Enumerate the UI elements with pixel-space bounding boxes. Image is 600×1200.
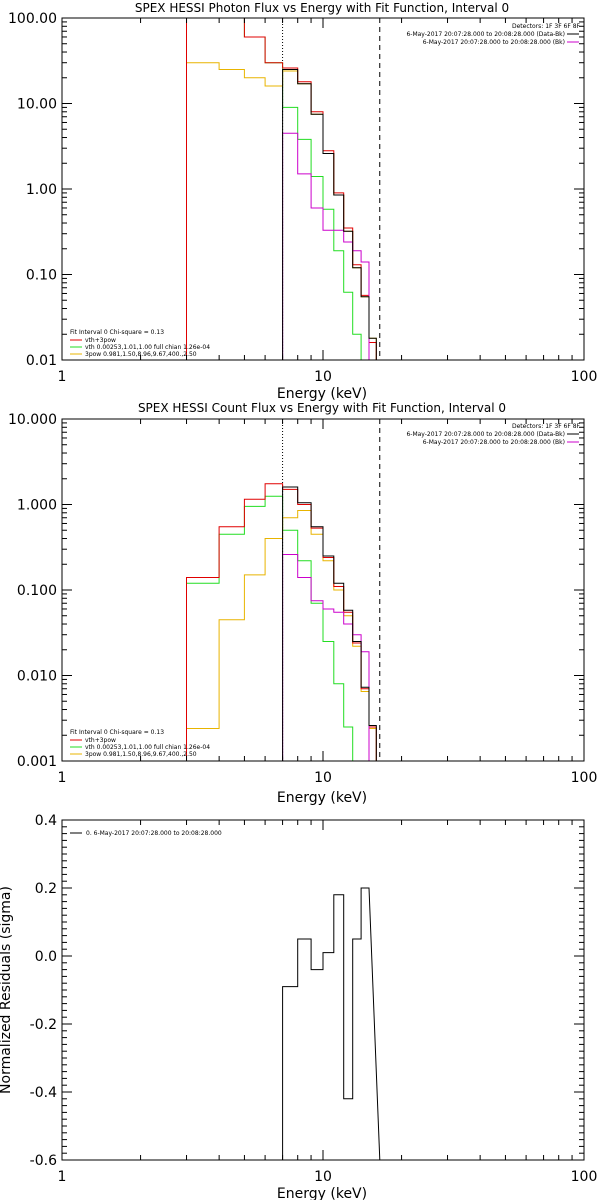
x-tick-label: 100 [571,369,598,385]
y-tick-label: 1.000 [17,498,57,514]
y-tick-label: 0.01 [26,353,57,369]
x-tick-label: 1 [58,770,67,786]
y-axis-label: Normalized Residuals (sigma) [0,886,14,1094]
panel-count-flux: SPEX HESSI Count Flux vs Energy with Fit… [8,401,597,806]
y-tick-label: 0.2 [35,881,57,897]
x-tick-label: 1 [58,369,67,385]
legend-right: Detectors: 1F 3F 6F 8F 6-May-2017 20:07:… [406,423,580,446]
axis-ticks [62,820,584,1160]
axis-ticks [62,18,584,360]
legend-vth-label: vth 0.00253,1.01,1.00 full chian 1.26e-0… [85,744,210,751]
legend-vth-label: vth 0.00253,1.01,1.00 full chian 1.26e-0… [85,344,210,351]
legend-vth3pow-label: vth+3pow [85,737,116,744]
series-line-2 [186,17,377,360]
y-tick-label: 1.00 [26,182,57,198]
y-tick-label: -0.2 [30,1017,57,1033]
x-tick-label: 100 [571,1169,598,1185]
plot-frame [61,418,585,762]
x-tick-labels: 1 10 100 [58,1169,598,1185]
y-tick-label: 10.00 [17,97,57,113]
x-tick-labels: 1 10 100 [58,369,598,385]
legend-3pow-label: 3pow 0.981,1.50,8.96,9.67,400.,2.50 [85,751,197,758]
series-line-3 [186,17,362,360]
plot-area [186,419,381,761]
legend-data-bk-label: 6-May-2017 20:07:28.000 to 20:08:28.000 … [406,431,565,438]
axis-ticks [62,419,584,761]
legend-left: Fit Interval 0 Chi-square = 0.13 vth+3po… [70,729,210,758]
legend-data-bk-label: 6-May-2017 20:07:28.000 to 20:08:28.000 … [406,31,565,38]
series-line-0 [282,486,377,761]
plot-area [186,17,381,360]
y-tick-label: 0.001 [17,754,57,770]
y-tick-label: -0.4 [30,1085,57,1101]
x-tick-labels: 1 10 100 [58,770,598,786]
panel-photon-flux: SPEX HESSI Photon Flux vs Energy with Fi… [8,1,597,402]
y-tick-label: 0.100 [17,583,57,599]
y-tick-label: 10.000 [8,412,57,428]
y-tick-label: 0.4 [35,813,57,829]
chart-title: SPEX HESSI Count Flux vs Energy with Fit… [138,401,506,415]
y-tick-label: 100.00 [8,11,57,27]
plot-area [282,887,381,1161]
legend-fit-info: Fit Interval 0 Chi-square = 0.13 [70,329,164,336]
x-axis-label: Energy (keV) [277,790,367,806]
legend-bk-label: 6-May-2017 20:07:28.000 to 20:08:28.000 … [423,39,565,46]
legend-left: Fit Interval 0 Chi-square = 0.13 vth+3po… [70,329,210,358]
residual-line [282,887,381,1161]
series-line-3 [186,495,354,761]
y-tick-label: 0.0 [35,949,57,965]
x-tick-label: 10 [314,369,332,385]
legend-3pow-label: 3pow 0.981,1.50,8.96,9.67,400.,2.50 [85,351,197,358]
x-tick-label: 10 [314,1169,332,1185]
legend-fit-info: Fit Interval 0 Chi-square = 0.13 [70,729,164,736]
series-line-4 [186,510,377,761]
panel-residuals: -0.6 -0.4 -0.2 0.0 0.2 0.4 1 10 100 Energy (keV… [0,813,597,1200]
legend-bk-label: 6-May-2017 20:07:28.000 to 20:08:28.000 … [423,439,565,446]
series-line-1 [282,132,370,360]
y-tick-label: 0.10 [26,268,57,284]
x-tick-label: 1 [58,1169,67,1185]
x-tick-label: 10 [314,770,332,786]
legend-label: 0. 6-May-2017 20:07:28.000 to 20:08:28.0… [86,830,222,837]
y-tick-labels: 0.001 0.010 0.100 1.000 10.000 [8,412,57,770]
series-line-4 [186,62,377,360]
y-tick-labels: 0.01 0.10 1.00 10.00 100.00 [8,11,57,369]
x-axis-label: Energy (keV) [277,1186,367,1200]
plot-frame [61,819,585,1161]
y-tick-labels: -0.6 -0.4 -0.2 0.0 0.2 0.4 [30,813,57,1169]
legend-detectors: Detectors: 1F 3F 6F 8F [512,423,581,430]
legend: 0. 6-May-2017 20:07:28.000 to 20:08:28.0… [70,830,222,837]
series-line-1 [282,554,370,761]
legend-detectors: Detectors: 1F 3F 6F 8F [512,23,581,30]
x-tick-label: 100 [571,770,598,786]
legend-vth3pow-label: vth+3pow [85,337,116,344]
x-axis-label: Energy (keV) [277,386,367,402]
series-line-2 [186,483,377,761]
y-tick-label: -0.6 [30,1153,57,1169]
y-tick-label: 0.010 [17,669,57,685]
series-line-0 [282,69,377,360]
chart-title: SPEX HESSI Photon Flux vs Energy with Fi… [135,1,509,15]
legend-right: Detectors: 1F 3F 6F 8F 6-May-2017 20:07:… [406,23,580,46]
